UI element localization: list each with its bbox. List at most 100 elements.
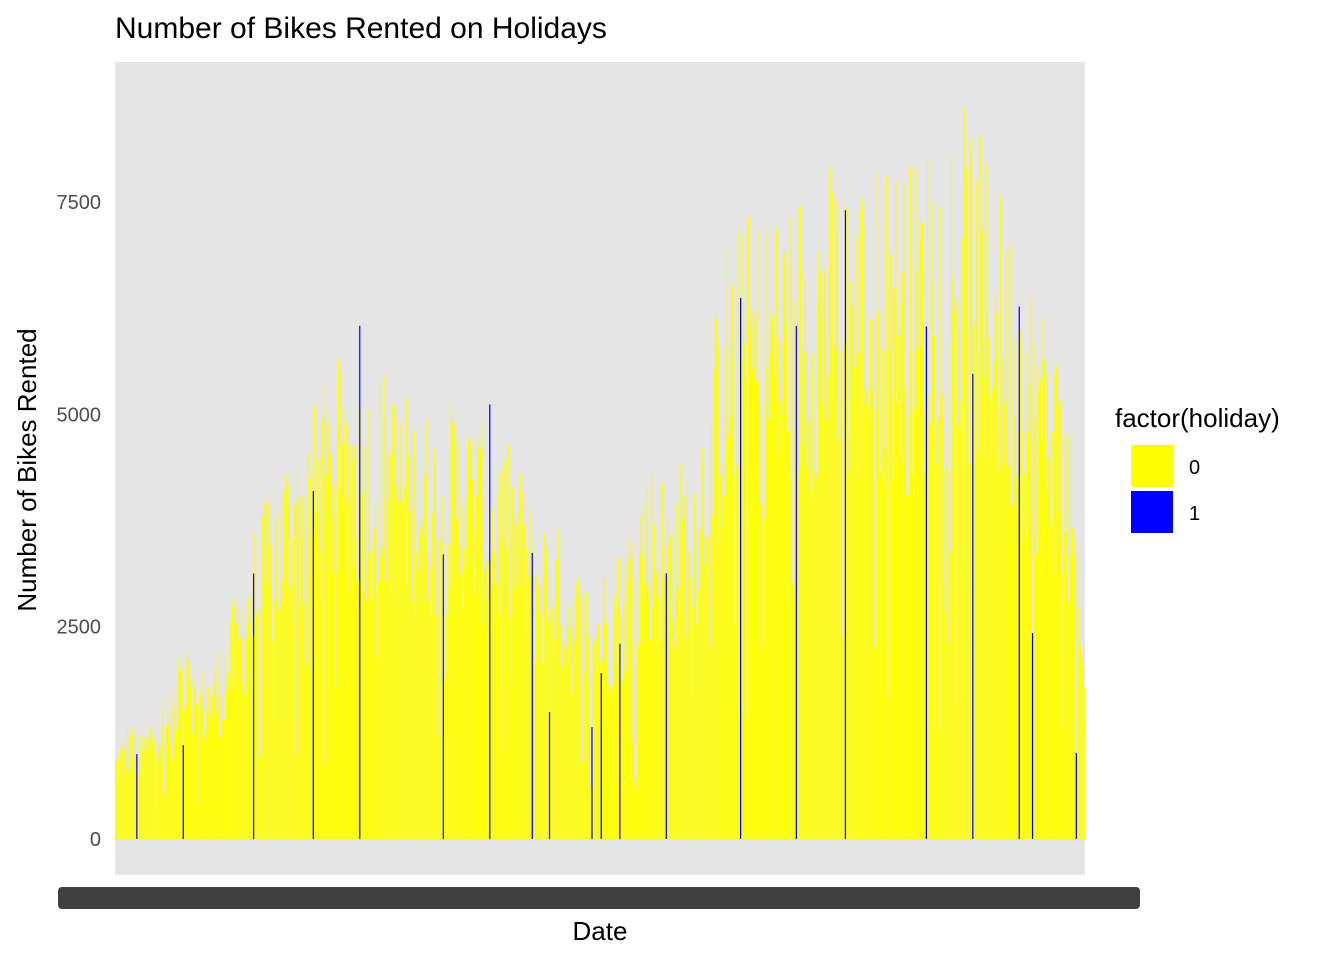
y-tick-label: 5000 bbox=[57, 404, 102, 426]
bar-non-holiday bbox=[1069, 433, 1071, 839]
bar-non-holiday bbox=[1005, 251, 1007, 839]
bar-non-holiday bbox=[206, 709, 208, 839]
bar-non-holiday bbox=[422, 516, 425, 839]
bar-non-holiday bbox=[766, 366, 768, 839]
bar-non-holiday bbox=[883, 449, 885, 839]
bar-non-holiday bbox=[428, 600, 430, 839]
bar-non-holiday bbox=[651, 472, 653, 839]
bar-non-holiday bbox=[514, 588, 516, 839]
bar-non-holiday bbox=[708, 536, 710, 839]
bar-non-holiday bbox=[751, 369, 754, 839]
bar-non-holiday bbox=[616, 666, 618, 839]
bar-non-holiday bbox=[320, 602, 322, 839]
bar-non-holiday bbox=[992, 388, 994, 839]
bar-non-holiday bbox=[669, 535, 671, 839]
bar-non-holiday bbox=[847, 472, 849, 839]
bar-non-holiday bbox=[1077, 547, 1079, 839]
bar-non-holiday bbox=[755, 380, 758, 839]
bar-non-holiday bbox=[201, 709, 203, 839]
bar-holiday bbox=[1018, 306, 1020, 839]
bar-non-holiday bbox=[656, 572, 658, 839]
bar-non-holiday bbox=[989, 396, 991, 839]
bar-non-holiday bbox=[850, 281, 852, 839]
bar-non-holiday bbox=[219, 737, 222, 839]
bar-non-holiday bbox=[733, 473, 735, 839]
bar-non-holiday bbox=[558, 529, 560, 839]
bar-non-holiday bbox=[750, 308, 752, 839]
bar-non-holiday bbox=[542, 663, 544, 839]
bar-non-holiday bbox=[203, 739, 206, 839]
bar-non-holiday bbox=[767, 419, 770, 839]
bar-non-holiday bbox=[720, 475, 722, 839]
bar-non-holiday bbox=[470, 446, 472, 839]
bar-non-holiday bbox=[300, 536, 302, 839]
bar-non-holiday bbox=[985, 163, 987, 839]
bar-non-holiday bbox=[398, 499, 401, 839]
bar-non-holiday bbox=[1013, 340, 1015, 839]
bar-non-holiday bbox=[721, 524, 723, 839]
bar-non-holiday bbox=[168, 723, 170, 839]
bar-non-holiday bbox=[594, 641, 596, 839]
bar-non-holiday bbox=[964, 107, 966, 839]
bar-non-holiday bbox=[994, 291, 996, 839]
bar-non-holiday bbox=[518, 585, 520, 839]
bar-non-holiday bbox=[681, 520, 683, 839]
bar-non-holiday bbox=[221, 696, 223, 839]
bar-non-holiday bbox=[235, 623, 237, 839]
bar-non-holiday bbox=[409, 511, 411, 839]
bar-non-holiday bbox=[660, 641, 662, 839]
bar-non-holiday bbox=[859, 210, 861, 839]
bar-non-holiday bbox=[1021, 431, 1023, 839]
bar-non-holiday bbox=[329, 454, 332, 839]
bar-non-holiday bbox=[526, 548, 528, 839]
bar-non-holiday bbox=[195, 704, 198, 839]
bar-non-holiday bbox=[790, 218, 792, 840]
bar-non-holiday bbox=[185, 703, 187, 839]
bar-non-holiday bbox=[190, 677, 192, 839]
bar-non-holiday bbox=[214, 668, 216, 839]
bar-non-holiday bbox=[173, 708, 175, 839]
bar-non-holiday bbox=[222, 720, 224, 839]
bar-non-holiday bbox=[1041, 439, 1043, 839]
bar-non-holiday bbox=[604, 616, 606, 839]
bar-non-holiday bbox=[397, 501, 399, 839]
bar-non-holiday bbox=[648, 591, 650, 839]
bar-non-holiday bbox=[950, 154, 953, 839]
bar-non-holiday bbox=[176, 729, 178, 839]
bar-non-holiday bbox=[920, 221, 922, 839]
y-tick-label: 0 bbox=[90, 829, 101, 851]
bar-non-holiday bbox=[379, 378, 381, 839]
bar-non-holiday bbox=[255, 613, 257, 839]
bar-non-holiday bbox=[1082, 663, 1084, 839]
bar-non-holiday bbox=[215, 713, 218, 839]
bar-non-holiday bbox=[223, 719, 226, 839]
bar-non-holiday bbox=[702, 460, 705, 839]
bar-non-holiday bbox=[546, 547, 548, 839]
bar-non-holiday bbox=[121, 746, 123, 839]
bar-non-holiday bbox=[529, 547, 531, 839]
bar-non-holiday bbox=[785, 262, 787, 839]
bar-non-holiday bbox=[904, 388, 906, 839]
bar-non-holiday bbox=[948, 643, 950, 839]
bar-non-holiday bbox=[644, 502, 646, 839]
bar-non-holiday bbox=[120, 750, 122, 839]
bar-non-holiday bbox=[893, 288, 896, 839]
bar-holiday bbox=[359, 325, 361, 839]
bar-non-holiday bbox=[623, 603, 625, 839]
bar-non-holiday bbox=[615, 606, 617, 839]
bar-non-holiday bbox=[714, 313, 716, 839]
bar-non-holiday bbox=[749, 324, 751, 839]
bar-non-holiday bbox=[637, 644, 640, 839]
bar-non-holiday bbox=[367, 557, 369, 839]
bar-non-holiday bbox=[943, 582, 945, 839]
bar-non-holiday bbox=[242, 681, 244, 839]
bar-non-holiday bbox=[1035, 553, 1038, 839]
bar-non-holiday bbox=[494, 552, 496, 839]
bar-non-holiday bbox=[754, 316, 756, 839]
bar-non-holiday bbox=[246, 638, 248, 839]
bar-non-holiday bbox=[566, 650, 568, 839]
bar-non-holiday bbox=[165, 727, 167, 839]
bar-non-holiday bbox=[973, 324, 975, 839]
bar-non-holiday bbox=[1006, 459, 1008, 839]
bar-non-holiday bbox=[436, 614, 438, 839]
